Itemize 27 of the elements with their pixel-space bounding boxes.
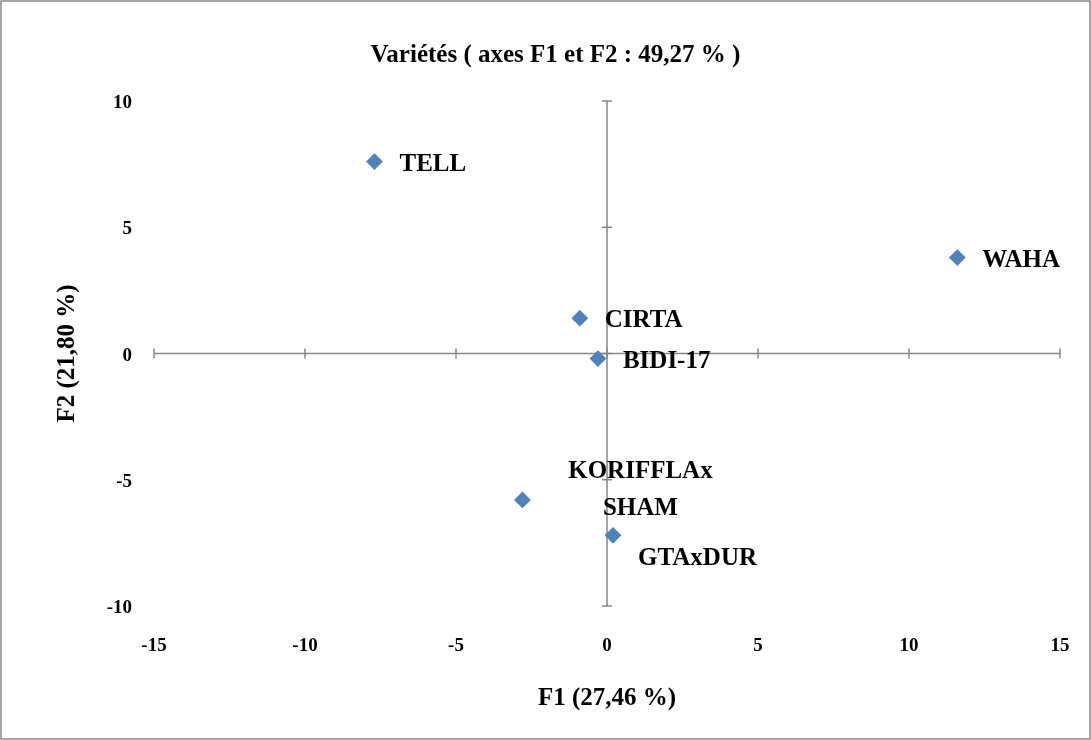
point — [589, 350, 607, 367]
annotation: WAHA — [982, 244, 1061, 272]
x-tick-label: -5 — [448, 634, 464, 655]
x-tick-label: 0 — [602, 634, 612, 655]
x-tick-label: 10 — [899, 634, 919, 655]
x-tick-label: -10 — [292, 634, 318, 655]
y-tick-label: -5 — [116, 469, 132, 491]
point — [366, 153, 383, 170]
annotation: TELL — [399, 148, 467, 176]
x-tick-label: 5 — [753, 634, 763, 655]
y-axis-title: F2 (21,80 %) — [52, 284, 80, 423]
annotation: GTAxDUR — [638, 543, 758, 571]
annotation: BIDI-17 — [622, 345, 711, 373]
y-tick-label: 10 — [113, 91, 132, 112]
point — [604, 526, 622, 544]
x-tick-label: 15 — [1050, 634, 1070, 655]
annotation: CIRTA — [604, 305, 683, 333]
point — [948, 249, 966, 266]
y-tick-label: 5 — [122, 217, 132, 239]
x-tick-label: -15 — [141, 634, 167, 655]
y-tick-label: -10 — [106, 596, 132, 617]
annotation: KORIFFLAx SHAM — [568, 455, 714, 520]
chart-title: Variétés ( axes F1 et F2 : 49,27 % ) — [370, 40, 741, 68]
point — [571, 309, 589, 327]
point — [514, 491, 531, 509]
y-tick-label: 0 — [122, 343, 132, 365]
x-axis-title: F1 (27,46 %) — [537, 683, 677, 711]
